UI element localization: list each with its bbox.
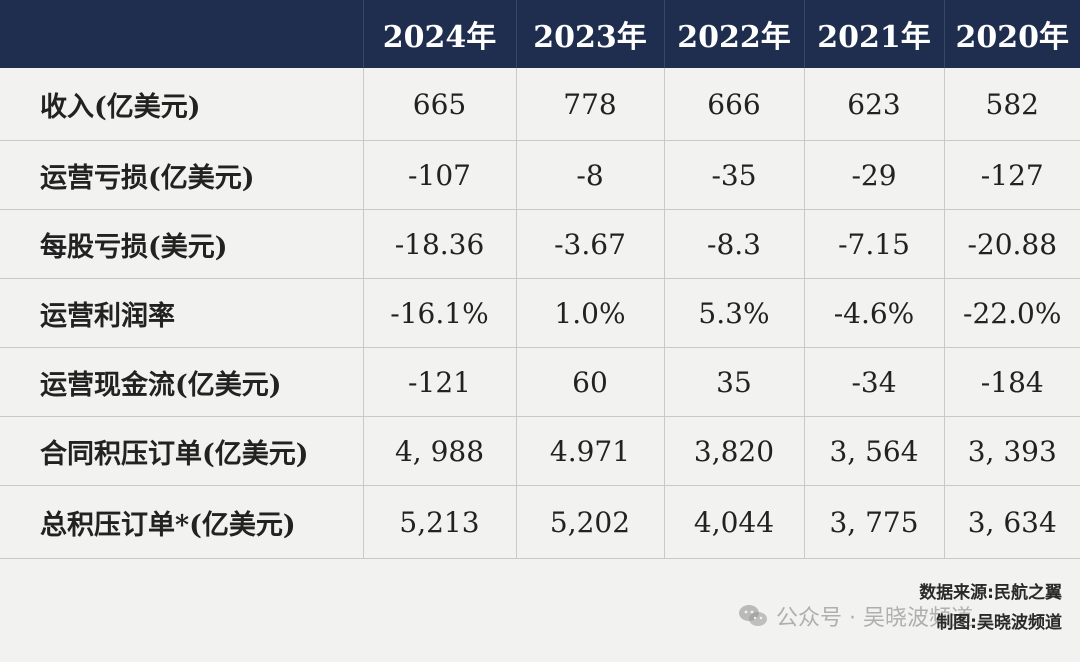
table-cell: -18.36 (363, 209, 517, 279)
watermark: 公众号 · 吴晓波频道 (738, 600, 973, 632)
wechat-icon (739, 605, 767, 626)
table-row: 运营亏损(亿美元) -107 -8 -35 -29 -127 (0, 140, 1080, 210)
table-row: 合同积压订单(亿美元) 4, 988 4.971 3,820 3, 564 3,… (0, 416, 1080, 486)
table-cell: -107 (363, 140, 517, 210)
table-cell: 4,044 (664, 485, 805, 559)
table-cell: 3, 564 (804, 416, 945, 486)
table-cell: 666 (664, 68, 805, 141)
table-cell: 3, 634 (944, 485, 1080, 559)
table-cell: -29 (804, 140, 945, 210)
table-cell: -4.6% (804, 278, 945, 348)
row-label: 总积压订单*(亿美元) (0, 485, 364, 559)
table-row: 运营利润率 -16.1% 1.0% 5.3% -4.6% -22.0% (0, 278, 1080, 348)
footer-notes: 数据来源:民航之翼 制图:吴晓波频道 (919, 578, 1062, 638)
table-cell: 60 (516, 347, 665, 417)
table-cell: 665 (363, 68, 517, 141)
financial-table: 2024年 2023年 2022年 2021年 2020年 收入(亿美元) 66… (0, 0, 1080, 559)
table-row: 运营现金流(亿美元) -121 60 35 -34 -184 (0, 347, 1080, 417)
table-cell: -20.88 (944, 209, 1080, 279)
table-cell: -121 (363, 347, 517, 417)
header-year: 2020年 (944, 0, 1080, 68)
table-cell: -34 (804, 347, 945, 417)
data-table-container: 2024年 2023年 2022年 2021年 2020年 收入(亿美元) 66… (0, 0, 1080, 559)
table-cell: -3.67 (516, 209, 665, 279)
table-cell: -8 (516, 140, 665, 210)
table-cell: -16.1% (363, 278, 517, 348)
header-year: 2024年 (363, 0, 517, 68)
table-cell: 582 (944, 68, 1080, 141)
header-year: 2022年 (664, 0, 805, 68)
header-year: 2021年 (804, 0, 945, 68)
table-cell: 1.0% (516, 278, 665, 348)
table-cell: 3, 393 (944, 416, 1080, 486)
table-cell: 3, 775 (804, 485, 945, 559)
watermark-text: 公众号 · 吴晓波频道 (776, 606, 973, 631)
row-label: 运营亏损(亿美元) (0, 140, 364, 210)
table-cell: 5,202 (516, 485, 665, 559)
table-row: 总积压订单*(亿美元) 5,213 5,202 4,044 3, 775 3, … (0, 485, 1080, 559)
header-year: 2023年 (516, 0, 665, 68)
table-cell: 5.3% (664, 278, 805, 348)
table-cell: -127 (944, 140, 1080, 210)
table-cell: -7.15 (804, 209, 945, 279)
table-header-row: 2024年 2023年 2022年 2021年 2020年 (0, 0, 1080, 68)
row-label: 收入(亿美元) (0, 68, 364, 141)
chart-credit: 制图:吴晓波频道 (936, 613, 1062, 633)
row-label: 运营现金流(亿美元) (0, 347, 364, 417)
row-label: 合同积压订单(亿美元) (0, 416, 364, 486)
table-cell: 4.971 (516, 416, 665, 486)
table-cell: 778 (516, 68, 665, 141)
table-cell: 3,820 (664, 416, 805, 486)
table-cell: -35 (664, 140, 805, 210)
table-row: 收入(亿美元) 665 778 666 623 582 (0, 68, 1080, 141)
row-label: 每股亏损(美元) (0, 209, 364, 279)
data-source: 数据来源:民航之翼 (919, 583, 1062, 603)
table-cell: 4, 988 (363, 416, 517, 486)
table-cell: 5,213 (363, 485, 517, 559)
table-cell: -8.3 (664, 209, 805, 279)
table-cell: 35 (664, 347, 805, 417)
row-label: 运营利润率 (0, 278, 364, 348)
table-cell: -184 (944, 347, 1080, 417)
table-cell: -22.0% (944, 278, 1080, 348)
header-corner (0, 0, 364, 68)
table-cell: 623 (804, 68, 945, 141)
table-row: 每股亏损(美元) -18.36 -3.67 -8.3 -7.15 -20.88 (0, 209, 1080, 279)
